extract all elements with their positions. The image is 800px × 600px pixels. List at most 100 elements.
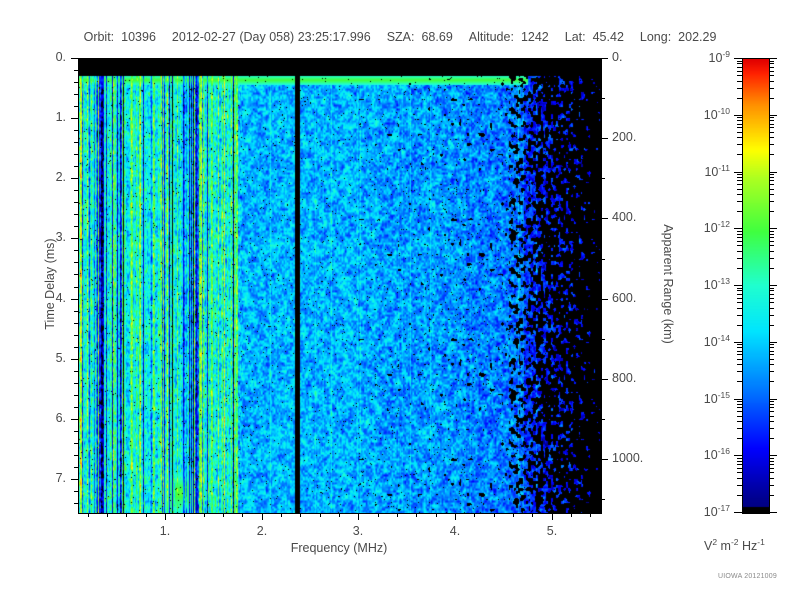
colorbar-tick-left-5 (734, 342, 742, 343)
left-tick-label-1: 1. (55, 110, 66, 124)
colorbar-tick-right-7 (769, 455, 777, 456)
colorbar-tick-minor-left (737, 67, 742, 68)
spectrogram-canvas (79, 59, 601, 513)
colorbar-canvas (743, 59, 769, 513)
right-tick-label-3: 600. (612, 291, 637, 305)
colorbar-tick-minor-left (737, 294, 742, 295)
colorbar-tick-left-7 (734, 455, 742, 456)
bottom-tick-minor (320, 513, 321, 517)
bottom-tick-minor (281, 513, 282, 517)
bottom-tick-major-2 (358, 513, 359, 520)
colorbar-label-8: 10-17 (668, 503, 730, 519)
colorbar-tick-left-6 (734, 399, 742, 400)
colorbar-tick-minor-left (737, 359, 742, 360)
colorbar-label-exponent-0: -9 (722, 49, 730, 59)
colorbar-tick-minor-left (737, 351, 742, 352)
bottom-tick-major-4 (552, 513, 553, 520)
units-volt: V (704, 539, 713, 554)
left-tick-minor (74, 274, 78, 275)
colorbar-tick-minor-right (769, 245, 774, 246)
left-tick-minor (74, 371, 78, 372)
colorbar-label-mantissa-4: 10 (703, 278, 718, 293)
colorbar-tick-minor-right (769, 464, 774, 465)
colorbar-tick-right-5 (769, 342, 777, 343)
colorbar-tick-minor-left (737, 371, 742, 372)
bottom-tick-major-0 (165, 513, 166, 520)
colorbar-tick-minor-left (737, 472, 742, 473)
left-tick-minor (74, 395, 78, 396)
colorbar-tick-minor-left (737, 71, 742, 72)
left-tick-minor (74, 226, 78, 227)
colorbar-label-exponent-6: -15 (717, 390, 730, 400)
lat-label: Lat: (564, 30, 586, 44)
left-tick-major-2 (71, 178, 78, 179)
bottom-tick-minor (590, 513, 591, 517)
colorbar-tick-minor-right (769, 234, 774, 235)
colorbar-tick-minor-right (769, 290, 774, 291)
left-tick-label-6: 6. (55, 411, 66, 425)
figure-header: Orbit: 10396 2012-02-27 (Day 058) 23:25:17… (0, 30, 800, 44)
left-tick-minor (74, 443, 78, 444)
bottom-tick-label-3: 4. (449, 524, 461, 538)
colorbar-tick-right-6 (769, 399, 777, 400)
altitude-label: Altitude: (468, 30, 514, 44)
colorbar-label-mantissa-5: 10 (703, 335, 718, 350)
bottom-tick-minor (513, 513, 514, 517)
left-tick-minor (74, 202, 78, 203)
left-tick-major-6 (71, 419, 78, 420)
bottom-tick-minor (339, 513, 340, 517)
colorbar-tick-minor-right (769, 127, 774, 128)
colorbar-tick-minor-right (769, 404, 774, 405)
colorbar-tick-left-0 (734, 58, 742, 59)
colorbar-label-2: 10-11 (668, 163, 730, 179)
colorbar-tick-minor-left (737, 234, 742, 235)
colorbar-tick-minor-right (769, 184, 774, 185)
colorbar-tick-minor-left (737, 464, 742, 465)
right-tick-label-2: 400. (612, 210, 637, 224)
left-tick-minor (74, 130, 78, 131)
colorbar-tick-minor-right (769, 144, 774, 145)
bottom-tick-minor (242, 513, 243, 517)
colorbar-tick-minor-left (737, 478, 742, 479)
bottom-tick-minor (126, 513, 127, 517)
colorbar-tick-minor-right (769, 71, 774, 72)
colorbar-tick-minor-right (769, 472, 774, 473)
altitude-value: 1242 (520, 30, 549, 44)
colorbar-tick-minor-right (769, 381, 774, 382)
colorbar-tick-minor-right (769, 180, 774, 181)
right-tick-major-2 (601, 218, 608, 219)
colorbar-tick-minor-right (769, 308, 774, 309)
colorbar-tick-minor-left (737, 298, 742, 299)
left-tick-label-2: 2. (55, 170, 66, 184)
figure-credit: UIOWA 20121009 (718, 573, 777, 580)
left-tick-minor (74, 431, 78, 432)
bottom-tick-minor (300, 513, 301, 517)
units-hertz-exp: -1 (757, 537, 765, 547)
right-tick-major-4 (601, 379, 608, 380)
colorbar-label-exponent-4: -13 (717, 276, 730, 286)
colorbar-tick-minor-left (737, 258, 742, 259)
bottom-tick-minor (204, 513, 205, 517)
colorbar-tick-minor-left (737, 120, 742, 121)
colorbar-tick-minor-right (769, 67, 774, 68)
colorbar-tick-minor-right (769, 120, 774, 121)
left-tick-minor (74, 503, 78, 504)
colorbar-tick-minor-left (737, 468, 742, 469)
colorbar-label-mantissa-8: 10 (703, 505, 718, 520)
right-tick-minor (601, 259, 605, 260)
colorbar-tick-minor-right (769, 461, 774, 462)
left-tick-minor (74, 311, 78, 312)
colorbar-tick-minor-left (737, 302, 742, 303)
colorbar-label-mantissa-1: 10 (703, 108, 718, 123)
colorbar-tick-minor-left (737, 201, 742, 202)
colorbar-tick-minor-left (737, 411, 742, 412)
bottom-tick-minor (416, 513, 417, 517)
left-tick-minor (74, 94, 78, 95)
bottom-tick-minor (571, 513, 572, 517)
bottom-axis-title: Frequency (MHz) (290, 541, 388, 555)
orbit-value: 10396 (121, 30, 156, 44)
left-tick-minor (74, 106, 78, 107)
colorbar-tick-minor-right (769, 347, 774, 348)
colorbar-tick-minor-left (737, 174, 742, 175)
colorbar-tick-minor-left (737, 177, 742, 178)
